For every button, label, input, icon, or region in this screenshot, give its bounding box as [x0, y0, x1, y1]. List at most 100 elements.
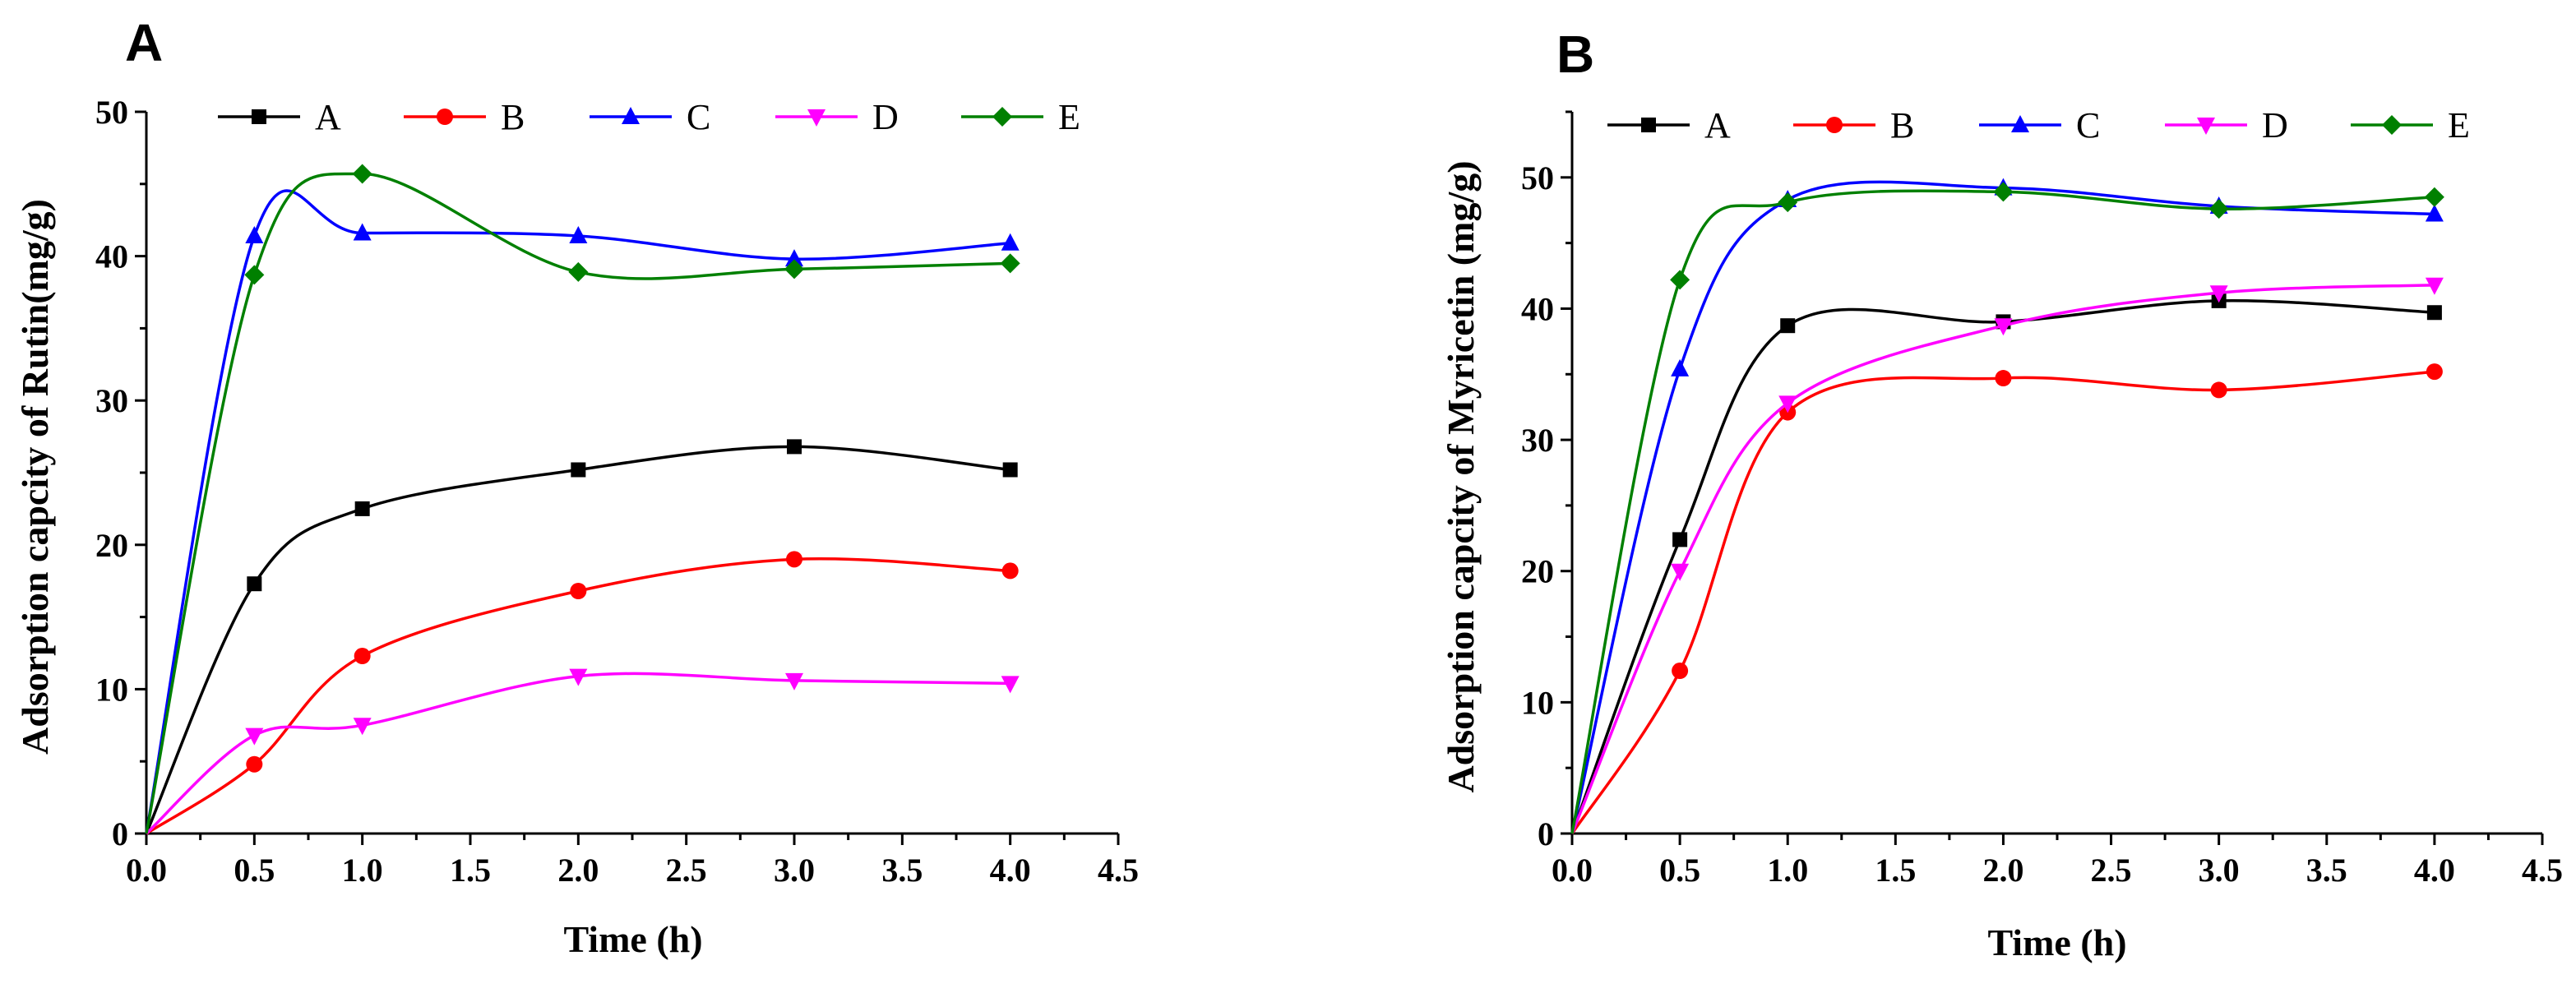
- y-tick-label: 30: [1521, 422, 1554, 459]
- data-point-B: [2426, 363, 2443, 381]
- legend-marker-E: [2382, 115, 2402, 135]
- legend-marker-A: [252, 109, 266, 124]
- data-point-E: [352, 164, 372, 184]
- data-point-A: [1002, 462, 1018, 478]
- y-tick-label: 0: [112, 815, 128, 852]
- legend-marker-A: [1641, 118, 1656, 132]
- x-tick-label: 1.5: [1875, 852, 1916, 889]
- data-point-E: [568, 261, 589, 282]
- series-line-A: [145, 445, 1011, 834]
- plot-area: [1570, 178, 2444, 834]
- data-point-A: [787, 439, 802, 455]
- y-tick-label: 50: [95, 94, 128, 131]
- data-point-E: [1778, 192, 1798, 213]
- data-point-A: [247, 576, 262, 592]
- x-tick-label: 4.5: [1098, 852, 1139, 889]
- data-point-B: [246, 755, 263, 773]
- y-tick-label: 30: [95, 382, 128, 419]
- y-tick-label: 20: [95, 527, 128, 564]
- data-point-B: [354, 648, 371, 665]
- x-tick-label: 0.5: [234, 852, 275, 889]
- data-point-D: [2425, 277, 2444, 295]
- data-point-A: [2426, 305, 2442, 321]
- y-tick-label: 10: [95, 671, 128, 708]
- legend-label-E: E: [2448, 105, 2470, 145]
- legend-marker-C: [2011, 115, 2029, 132]
- data-point-C: [569, 226, 588, 244]
- legend-label-B: B: [501, 97, 525, 137]
- x-axis-title: Time (h): [1987, 921, 2126, 963]
- legend-label-C: C: [687, 97, 710, 137]
- legend-label-A: A: [315, 97, 341, 137]
- data-point-B: [570, 582, 587, 599]
- data-point-B: [2210, 381, 2227, 399]
- data-point-D: [1994, 318, 2013, 336]
- legend-marker-B: [1826, 117, 1843, 133]
- data-point-D: [1671, 563, 1690, 581]
- x-tick-label: 1.0: [342, 852, 383, 889]
- series-line-C: [1570, 180, 2435, 834]
- chart-panel-b: B Adsorption capcity of Myricetin (mg/g)…: [1440, 25, 2563, 963]
- data-point-C: [353, 223, 372, 241]
- x-tick-label: 2.5: [2091, 852, 2132, 889]
- data-point-B: [786, 551, 802, 568]
- x-tick-label: 3.5: [881, 852, 923, 889]
- data-point-D: [569, 668, 588, 686]
- x-tick-label: 3.5: [2306, 852, 2347, 889]
- data-point-C: [1671, 358, 1690, 376]
- data-point-A: [354, 501, 370, 516]
- legend-label-D: D: [2262, 105, 2288, 145]
- y-tick-label: 10: [1521, 684, 1554, 721]
- legend-label-E: E: [1058, 97, 1080, 137]
- y-tick-label: 0: [1538, 815, 1554, 852]
- data-point-A: [571, 462, 586, 478]
- data-point-B: [1001, 562, 1019, 580]
- legend-label-A: A: [1704, 105, 1731, 145]
- data-point-D: [2209, 285, 2228, 303]
- legend-label-C: C: [2076, 105, 2100, 145]
- x-tick-label: 0.0: [126, 852, 167, 889]
- series-line-B: [1570, 370, 2435, 834]
- legend-marker-D: [2197, 118, 2215, 135]
- legend: A B C D E: [218, 97, 1080, 137]
- series-line-B: [146, 557, 1011, 835]
- x-tick-label: 4.5: [2522, 852, 2563, 889]
- x-tick-label: 0.5: [1659, 852, 1700, 889]
- data-point-E: [244, 265, 265, 285]
- plot-area: [145, 164, 1020, 835]
- y-axis-title: Adsorption capcity of Myricetin (mg/g): [1440, 160, 1482, 792]
- legend-label-D: D: [872, 97, 899, 137]
- chart-panel-a: A Adsorption capcity of Rutin(mg/g) Time…: [14, 13, 1139, 960]
- y-tick-label: 40: [95, 238, 128, 275]
- axes: 0.0 0.5 1.0 1.5 2.0 2.5 3.0 3.5 4.0 4.5 0 10 20 30 40 5…: [95, 94, 1139, 889]
- data-point-E: [784, 259, 804, 279]
- data-point-B: [1995, 370, 2012, 387]
- data-point-C: [2425, 204, 2444, 222]
- legend-marker-E: [992, 107, 1012, 127]
- data-point-C: [1001, 233, 1020, 251]
- data-point-E: [1670, 270, 1690, 290]
- x-tick-label: 3.0: [774, 852, 815, 889]
- legend-marker-C: [622, 107, 640, 124]
- legend-marker-D: [807, 109, 826, 127]
- x-tick-label: 2.5: [666, 852, 707, 889]
- y-tick-label: 40: [1521, 290, 1554, 327]
- data-point-C: [785, 249, 803, 267]
- legend: A B C D E: [1607, 105, 2470, 145]
- x-tick-label: 0.0: [1552, 852, 1593, 889]
- legend-marker-B: [437, 109, 453, 125]
- x-tick-label: 3.0: [2199, 852, 2240, 889]
- x-tick-label: 1.0: [1767, 852, 1808, 889]
- series-line-D: [1570, 283, 2435, 834]
- data-point-A: [1780, 318, 1796, 334]
- data-point-D: [353, 718, 372, 736]
- data-point-D: [1778, 395, 1797, 413]
- data-point-E: [1993, 182, 2014, 202]
- legend-label-B: B: [1890, 105, 1914, 145]
- data-point-E: [1000, 253, 1020, 274]
- data-point-C: [245, 226, 264, 244]
- x-tick-label: 4.0: [990, 852, 1031, 889]
- series-line-D: [145, 672, 1011, 835]
- data-point-D: [1001, 676, 1020, 694]
